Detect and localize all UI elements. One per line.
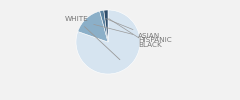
- Wedge shape: [78, 11, 108, 42]
- Text: WHITE: WHITE: [64, 16, 120, 60]
- Text: HISPANIC: HISPANIC: [94, 24, 172, 43]
- Wedge shape: [100, 10, 108, 42]
- Text: ASIAN: ASIAN: [106, 19, 161, 39]
- Text: BLACK: BLACK: [109, 19, 162, 48]
- Wedge shape: [76, 10, 140, 74]
- Wedge shape: [104, 10, 108, 42]
